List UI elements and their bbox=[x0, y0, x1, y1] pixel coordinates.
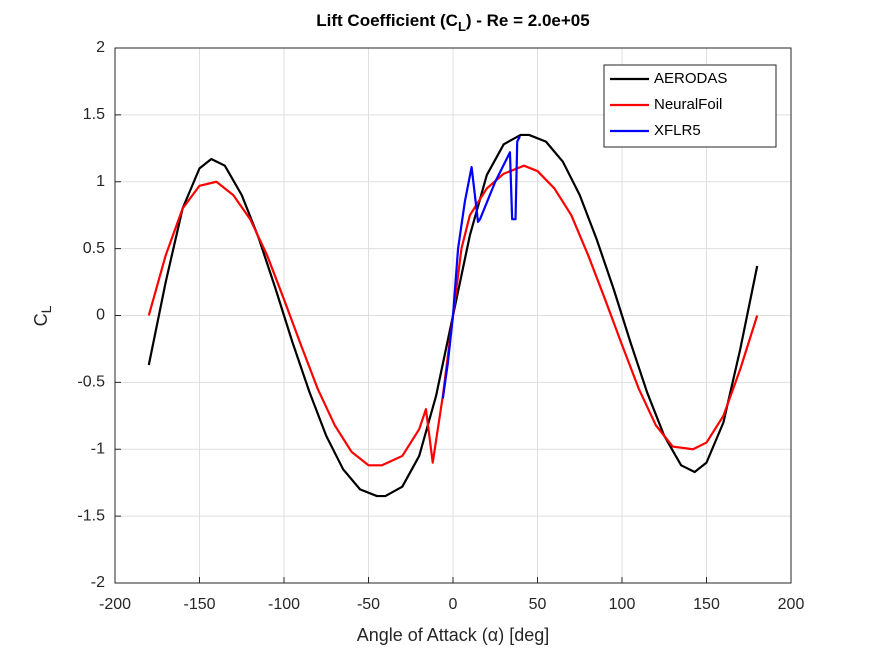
y-label-text: C bbox=[31, 313, 51, 326]
x-tick-label: 150 bbox=[693, 596, 720, 613]
y-tick-label: 0 bbox=[96, 307, 105, 324]
chart-title: Lift Coefficient (CL) - Re = 2.0e+05 bbox=[316, 11, 589, 34]
y-tick-label: 0.5 bbox=[83, 240, 105, 257]
legend-label: XFLR5 bbox=[654, 122, 701, 139]
y-tick-label: -2 bbox=[91, 574, 105, 591]
y-axis-label: CL bbox=[31, 305, 54, 326]
x-tick-label: -200 bbox=[99, 596, 131, 613]
axes-frame bbox=[114, 47, 792, 584]
title-text: Lift Coefficient (C bbox=[316, 11, 458, 30]
y-label-subscript: L bbox=[38, 305, 54, 313]
title-text: ) - Re = 2.0e+05 bbox=[466, 11, 590, 30]
y-tick-label: 2 bbox=[96, 39, 105, 56]
x-tick-label: 100 bbox=[609, 596, 636, 613]
title-subscript: L bbox=[458, 19, 466, 34]
x-tick-label: 200 bbox=[778, 596, 805, 613]
y-tick-label: -1 bbox=[91, 440, 105, 457]
legend-label: AERODAS bbox=[654, 70, 727, 87]
x-axis-label: Angle of Attack (α) [deg] bbox=[357, 625, 550, 645]
y-tick-label: -0.5 bbox=[77, 374, 105, 391]
legend-label: NeuralFoil bbox=[654, 96, 722, 113]
y-tick-label: 1 bbox=[96, 173, 105, 190]
x-tick-label: 0 bbox=[449, 596, 458, 613]
x-tick-label: -100 bbox=[268, 596, 300, 613]
x-tick-label: -150 bbox=[183, 596, 215, 613]
x-tick-label: -50 bbox=[357, 596, 380, 613]
y-tick-label: -1.5 bbox=[77, 507, 105, 524]
y-tick-label: 1.5 bbox=[83, 106, 105, 123]
x-tick-label: 50 bbox=[529, 596, 547, 613]
series-line bbox=[441, 135, 521, 399]
